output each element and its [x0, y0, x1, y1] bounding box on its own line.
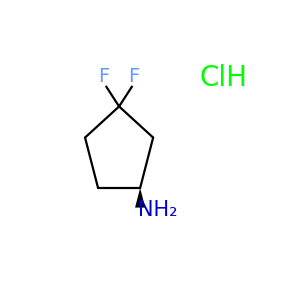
- Text: F: F: [98, 67, 110, 86]
- Text: NH₂: NH₂: [138, 200, 177, 220]
- Text: F: F: [128, 67, 140, 86]
- Polygon shape: [135, 188, 145, 208]
- Text: ClH: ClH: [199, 64, 247, 92]
